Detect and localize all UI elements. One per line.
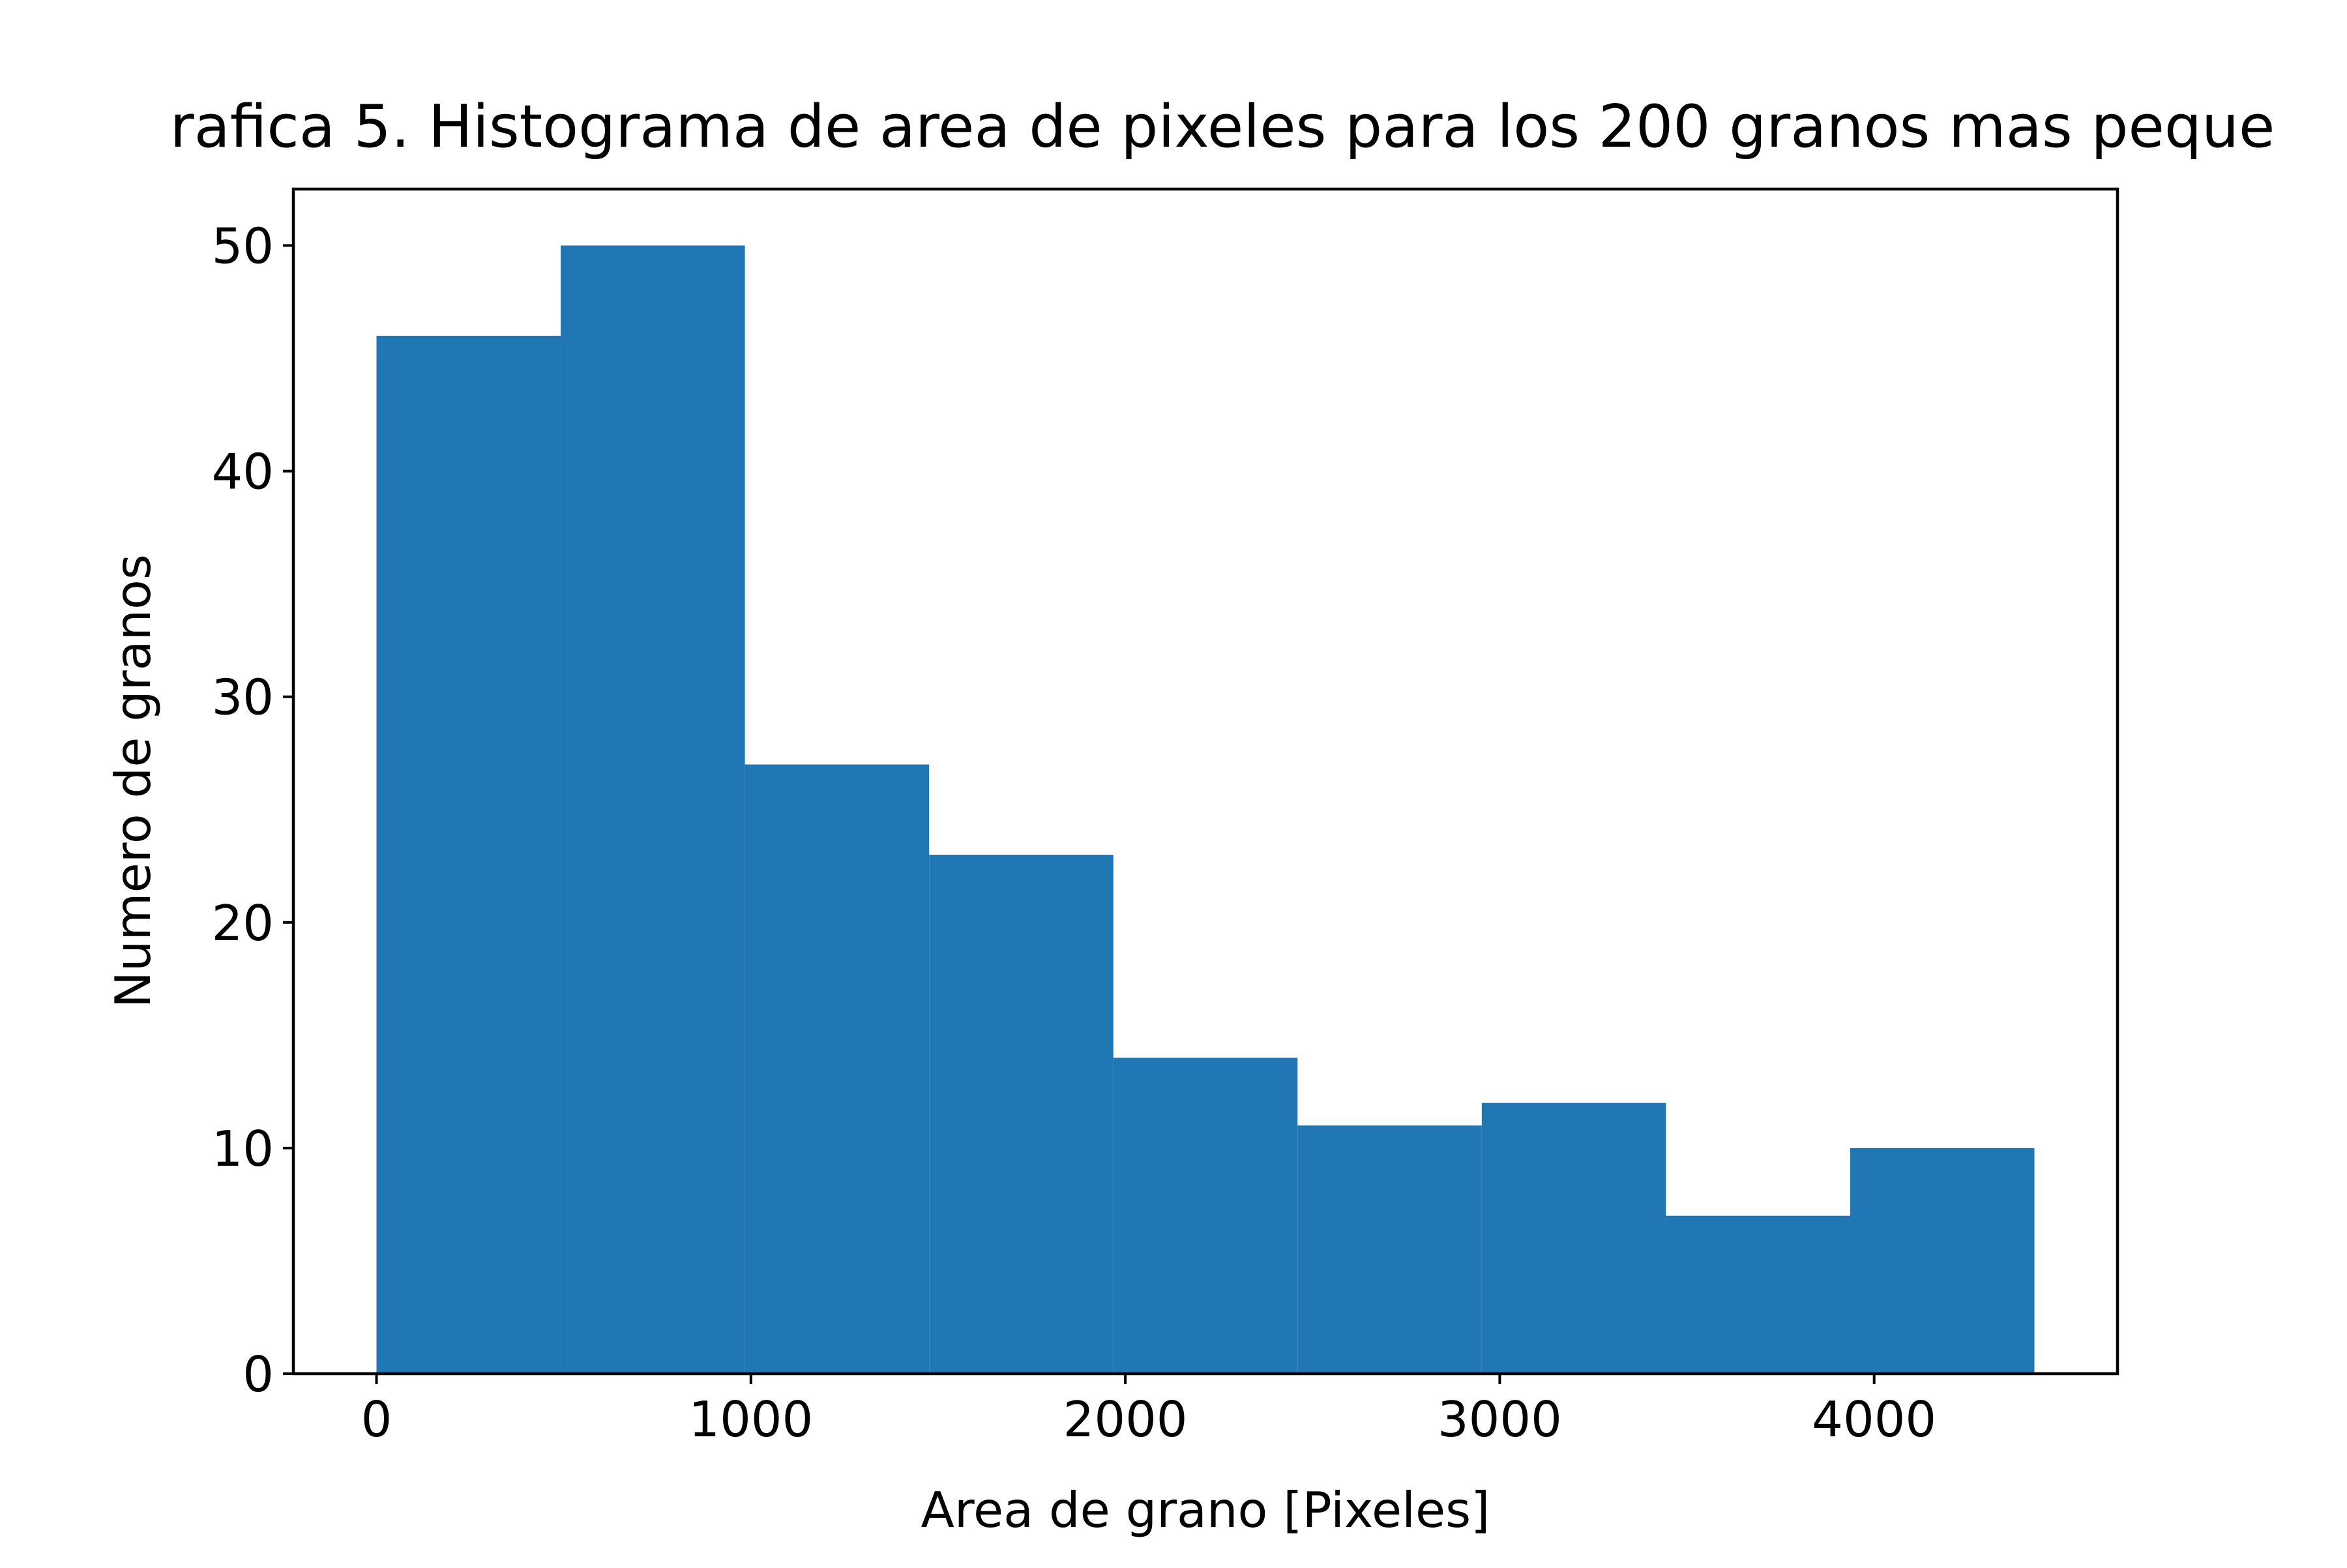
histogram-bar [929, 854, 1114, 1374]
histogram-bar [1850, 1147, 2035, 1374]
y-tick-label: 40 [212, 443, 274, 501]
x-tick-label: 4000 [1812, 1391, 1936, 1448]
chart-title: rafica 5. Histograma de area de pixeles … [170, 93, 2275, 161]
plot-area-frame [291, 187, 2119, 1376]
histogram-bar [1113, 1058, 1298, 1374]
histogram-bar [745, 764, 930, 1374]
x-axis-label: Area de grano [Pixeles] [921, 1481, 1490, 1539]
y-tick-label: 10 [212, 1120, 274, 1177]
x-tick-label: 2000 [1063, 1391, 1188, 1448]
histogram-bar [376, 335, 561, 1374]
histogram-bar [1297, 1125, 1482, 1374]
x-tick-label: 0 [361, 1391, 392, 1448]
y-axis-ticks: 0 10 20 30 40 50 [212, 218, 293, 1403]
x-axis-ticks: 0 1000 2000 3000 4000 [361, 1374, 1936, 1448]
histogram-bar [1666, 1215, 1850, 1374]
histogram-bar [561, 245, 745, 1374]
y-tick-label: 50 [212, 218, 274, 275]
y-tick-label: 0 [243, 1346, 274, 1403]
y-tick-label: 30 [212, 669, 274, 726]
bars-group [376, 245, 2035, 1374]
x-tick-label: 3000 [1438, 1391, 1562, 1448]
y-tick-label: 20 [212, 895, 274, 952]
x-tick-label: 1000 [688, 1391, 813, 1448]
y-axis-label: Numero de granos [104, 554, 162, 1008]
histogram-bar [1481, 1102, 1666, 1374]
